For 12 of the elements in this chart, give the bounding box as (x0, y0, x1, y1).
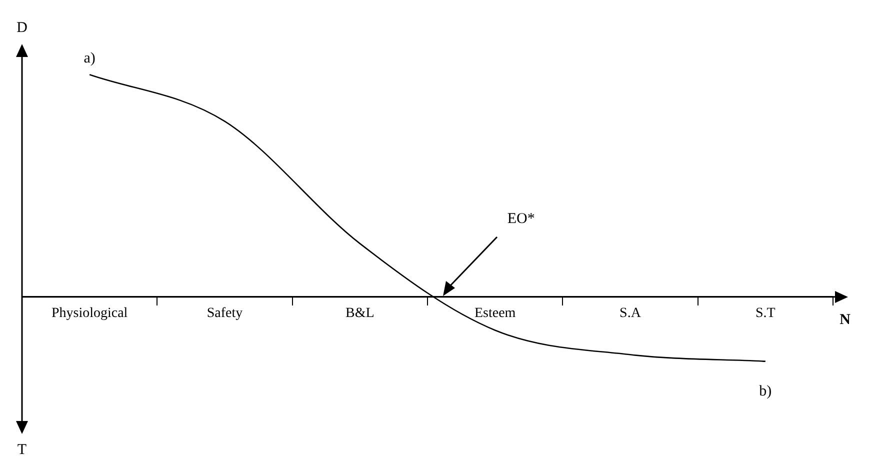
annotation: EO* (507, 210, 535, 227)
x-tick-label: Safety (206, 306, 243, 321)
x-axis-title: N (840, 312, 851, 328)
x-tick-label: S.A (620, 306, 642, 321)
annotation: b) (759, 383, 772, 400)
text: T (17, 442, 27, 458)
x-tick-label: Physiological (51, 306, 128, 321)
annotation: a) (84, 50, 96, 67)
x-tick-label: S.T (755, 306, 776, 321)
x-tick-label: B&L (346, 306, 374, 321)
y-axis-title: D (16, 20, 28, 36)
x-tick-label: Esteem (474, 306, 516, 321)
